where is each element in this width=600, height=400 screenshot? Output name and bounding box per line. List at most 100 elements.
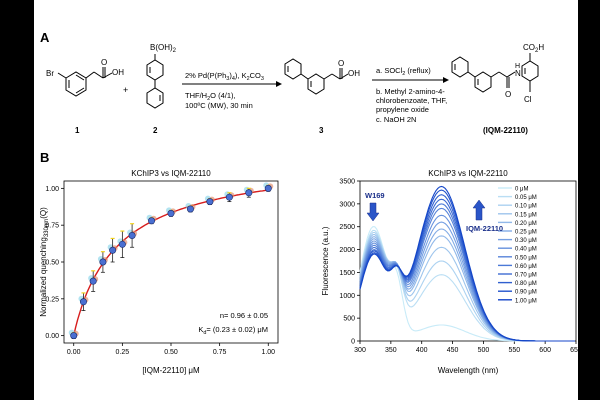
step-1-conditions: 100ºC (MW), 30 min [185,101,253,110]
data-point [225,193,233,201]
spectrum-line [359,185,575,342]
legend-label: 0.25 μM [515,230,537,236]
step-2-line-c: c. NaOH 2N [376,115,416,124]
chart-right-xlabel: Wavelength (nm) [438,366,499,375]
data-point [99,258,107,266]
x-tick-label: 0.25 [116,349,130,356]
compound-1-oh: OH [112,68,124,77]
y-tick-label: 1500 [339,270,355,277]
product-nh-h: H [515,63,520,70]
step-2-line-b1: b. Methyl 2-amino-4- [376,87,445,96]
compound-3-oxo: O [338,59,344,68]
step-2-line-b3: propylene oxide [376,105,429,114]
compound-3-oh: OH [348,69,360,78]
fluorescence-chart: KChIP3 vs IQM-22110 0 500 1000 1500 2000 2500 3… [321,169,582,375]
kd-value: Kd= (0.23 ± 0.02) μM [198,325,268,336]
legend-label: 0.10 μM [515,204,537,210]
compound-annotation: IQM-22110 [466,224,503,233]
legend-label: 0.70 μM [515,273,537,279]
product-oxo: O [505,90,511,99]
data-point [79,298,87,306]
data-point [245,189,253,197]
chart-left-title: KChIP3 vs IQM-22110 [131,169,211,178]
step-2-line-a: a. SOCl2 (reflux) [376,66,431,77]
chart-right-title: KChIP3 vs IQM-22110 [428,169,508,178]
y-tick-label: 500 [343,316,355,323]
legend-label: 0.60 μM [515,264,537,270]
chart-right-ylabel: Fluorescence (a.u.) [321,226,330,295]
x-tick-label: 1.00 [261,349,275,356]
y-tick-label: 3000 [339,201,355,208]
chart-right-frame [359,180,577,342]
product-co2h: CO2H [523,43,544,54]
legend-label: 0.30 μM [515,238,537,244]
data-point [167,209,175,217]
data-point [206,198,214,206]
y-tick-label: 0.25 [45,296,59,303]
legend-label: 0.80 μM [515,281,537,287]
white-paper [34,0,578,400]
legend-label: 0.40 μM [515,247,537,253]
x-tick-label: 0.50 [164,349,178,356]
compound-1-oxo: O [101,58,107,67]
compound-2-boronic: B(OH)2 [150,43,177,54]
y-tick-label: 0.50 [45,260,59,267]
y-tick-label: 1.00 [45,186,59,193]
compound-1-br: Br [46,69,54,78]
x-tick-label: 450 [447,347,459,354]
compound-1-structure [57,67,113,97]
x-tick-label: 550 [508,347,520,354]
product-n: N [515,69,521,78]
panel-b-label: B [40,150,49,165]
legend-label: 0.15 μM [515,212,537,218]
y-tick-label: 0.00 [45,333,59,340]
data-point [118,240,126,248]
w169-annotation: W169 [365,191,385,200]
product-cl: Cl [524,95,532,104]
data-point [264,184,272,192]
step-2-line-b2: chlorobenzoate, THF, [376,96,447,105]
hill-coefficient: n= 0.96 ± 0.05 [220,311,268,320]
data-point [186,205,194,213]
compound-3-structure [284,58,349,95]
step-1-reagents: 2% Pd(P(Ph3)4), K2CO3 [185,71,264,82]
data-point [109,246,117,254]
data-point [128,231,136,239]
x-tick-label: 0.00 [67,349,81,356]
product-name: (IQM-22110) [483,126,528,135]
panel-a-label: A [40,30,50,45]
x-tick-label: 400 [416,347,428,354]
up-arrow-icon [472,199,486,221]
x-tick-label: 500 [478,347,490,354]
compound-2-number: 2 [153,126,158,135]
y-tick-label: 3500 [339,179,355,186]
step-1-solvent: THF/H2O (4/1), [185,91,236,102]
data-point [148,217,156,225]
x-tick-label: 0.75 [213,349,227,356]
data-point [70,332,78,340]
chart-left-ylabel: Normalized quenching330nm(Q) [39,207,50,317]
y-tick-label: 0.75 [45,223,59,230]
legend-label: 0.90 μM [515,290,537,296]
y-tick-label: 2500 [339,224,355,231]
y-tick-label: 0 [351,339,355,346]
legend-label: 0.05 μM [515,195,537,201]
compound-1-number: 1 [75,126,80,135]
chart-left-xlabel: [IQM-22110] μM [142,366,200,375]
compound-3-number: 3 [319,126,324,135]
product-structure [451,53,539,93]
legend-label: 1.00 μM [515,298,537,304]
reaction-arrow-2-head [443,77,449,83]
down-arrow-icon [366,202,380,222]
y-tick-label: 1000 [339,293,355,300]
legend-label: 0.50 μM [515,255,537,261]
x-tick-label: 300 [354,347,366,354]
x-tick-label: 600 [539,347,551,354]
x-tick-label: 650 [570,347,582,354]
data-point [89,277,97,285]
compound-2-structure [146,54,164,109]
y-tick-label: 2000 [339,247,355,254]
plus-sign: + [123,85,128,95]
